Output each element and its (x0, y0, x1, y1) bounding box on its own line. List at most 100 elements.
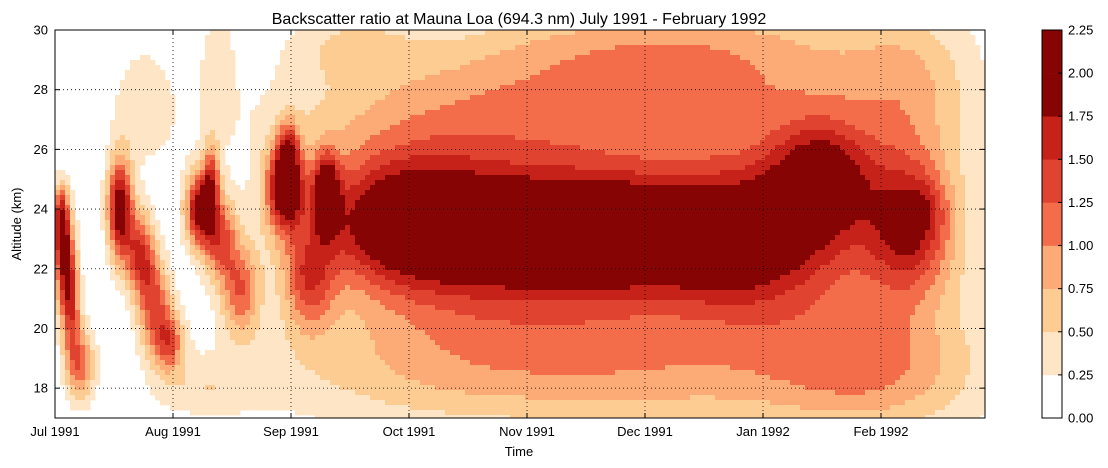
heatmap-cell (500, 90, 506, 96)
heatmap-cell (925, 180, 931, 186)
heatmap-cell (450, 155, 456, 161)
heatmap-cell (720, 175, 726, 181)
heatmap-cell (895, 180, 901, 186)
heatmap-cell (945, 40, 951, 46)
heatmap-cell (575, 75, 581, 81)
heatmap-cell (455, 60, 461, 66)
heatmap-cell (390, 80, 396, 86)
heatmap-cell (605, 50, 611, 56)
heatmap-cell (555, 30, 561, 36)
heatmap-cell (520, 100, 526, 106)
heatmap-cell (550, 65, 556, 71)
heatmap-cell (710, 65, 716, 71)
heatmap-cell (430, 115, 436, 121)
heatmap-cell (605, 165, 611, 171)
heatmap-cell (340, 155, 346, 161)
heatmap-cell (790, 135, 796, 141)
heatmap-cell (895, 75, 901, 81)
heatmap-cell (430, 30, 436, 36)
heatmap-cell (140, 105, 146, 111)
heatmap-cell (685, 180, 691, 186)
heatmap-cell (485, 110, 491, 116)
heatmap-cell (315, 145, 321, 151)
heatmap-cell (435, 70, 441, 76)
heatmap-cell (850, 30, 856, 36)
heatmap-cell (625, 50, 631, 56)
heatmap-cell (110, 160, 116, 166)
heatmap-cell (825, 40, 831, 46)
heatmap-cell (895, 65, 901, 71)
heatmap-cell (695, 135, 701, 141)
heatmap-cell (160, 125, 166, 131)
heatmap-cell (170, 110, 176, 116)
heatmap-cell (915, 100, 921, 106)
heatmap-cell (755, 75, 761, 81)
heatmap-cell (540, 170, 546, 176)
heatmap-cell (675, 40, 681, 46)
heatmap-cell (940, 60, 946, 66)
heatmap-cell (310, 40, 316, 46)
heatmap-cell (750, 130, 756, 136)
heatmap-cell (275, 125, 281, 131)
heatmap-cell (695, 165, 701, 171)
heatmap-cell (485, 100, 491, 106)
heatmap-cell (200, 155, 206, 161)
heatmap-cell (420, 95, 426, 101)
heatmap-cell (660, 180, 666, 186)
heatmap-cell (455, 145, 461, 151)
heatmap-cell (570, 100, 576, 106)
heatmap-cell (145, 110, 151, 116)
heatmap-cell (635, 85, 641, 91)
heatmap-cell (485, 160, 491, 166)
heatmap-cell (270, 110, 276, 116)
heatmap-cell (650, 45, 656, 51)
heatmap-cell (545, 180, 551, 186)
heatmap-cell (350, 55, 356, 61)
heatmap-cell (135, 175, 141, 181)
heatmap-cell (585, 30, 591, 36)
heatmap-cell (435, 45, 441, 51)
heatmap-cell (530, 170, 536, 176)
heatmap-cell (135, 90, 141, 96)
heatmap-cell (515, 35, 521, 41)
heatmap-cell (905, 155, 911, 161)
heatmap-cell (130, 120, 136, 126)
heatmap-cell (505, 35, 511, 41)
heatmap-cell (770, 120, 776, 126)
heatmap-cell (120, 100, 126, 106)
heatmap-cell (665, 30, 671, 36)
heatmap-cell (505, 160, 511, 166)
heatmap-cell (595, 100, 601, 106)
heatmap-cell (945, 30, 951, 36)
heatmap-cell (975, 145, 981, 151)
heatmap-cell (935, 70, 941, 76)
heatmap-cell (810, 120, 816, 126)
heatmap-cell (750, 165, 756, 171)
heatmap-cell (920, 115, 926, 121)
heatmap-cell (775, 180, 781, 186)
heatmap-cell (920, 50, 926, 56)
heatmap-cell (800, 50, 806, 56)
heatmap-cell (825, 115, 831, 121)
heatmap-cell (770, 50, 776, 56)
heatmap-cell (930, 40, 936, 46)
heatmap-cell (790, 105, 796, 111)
heatmap-cell (715, 85, 721, 91)
heatmap-cell (535, 135, 541, 141)
heatmap-cell (955, 145, 961, 151)
heatmap-cell (375, 60, 381, 66)
heatmap-cell (500, 100, 506, 106)
heatmap-cell (780, 135, 786, 141)
heatmap-cell (650, 135, 656, 141)
heatmap-cell (515, 100, 521, 106)
heatmap-cell (475, 115, 481, 121)
heatmap-cell (480, 65, 486, 71)
heatmap-cell (825, 95, 831, 101)
heatmap-cell (650, 165, 656, 171)
heatmap-cell (385, 155, 391, 161)
heatmap-cell (340, 35, 346, 41)
heatmap-cell (980, 120, 985, 126)
heatmap-cell (940, 80, 946, 86)
heatmap-cell (330, 110, 336, 116)
heatmap-cell (645, 175, 651, 181)
